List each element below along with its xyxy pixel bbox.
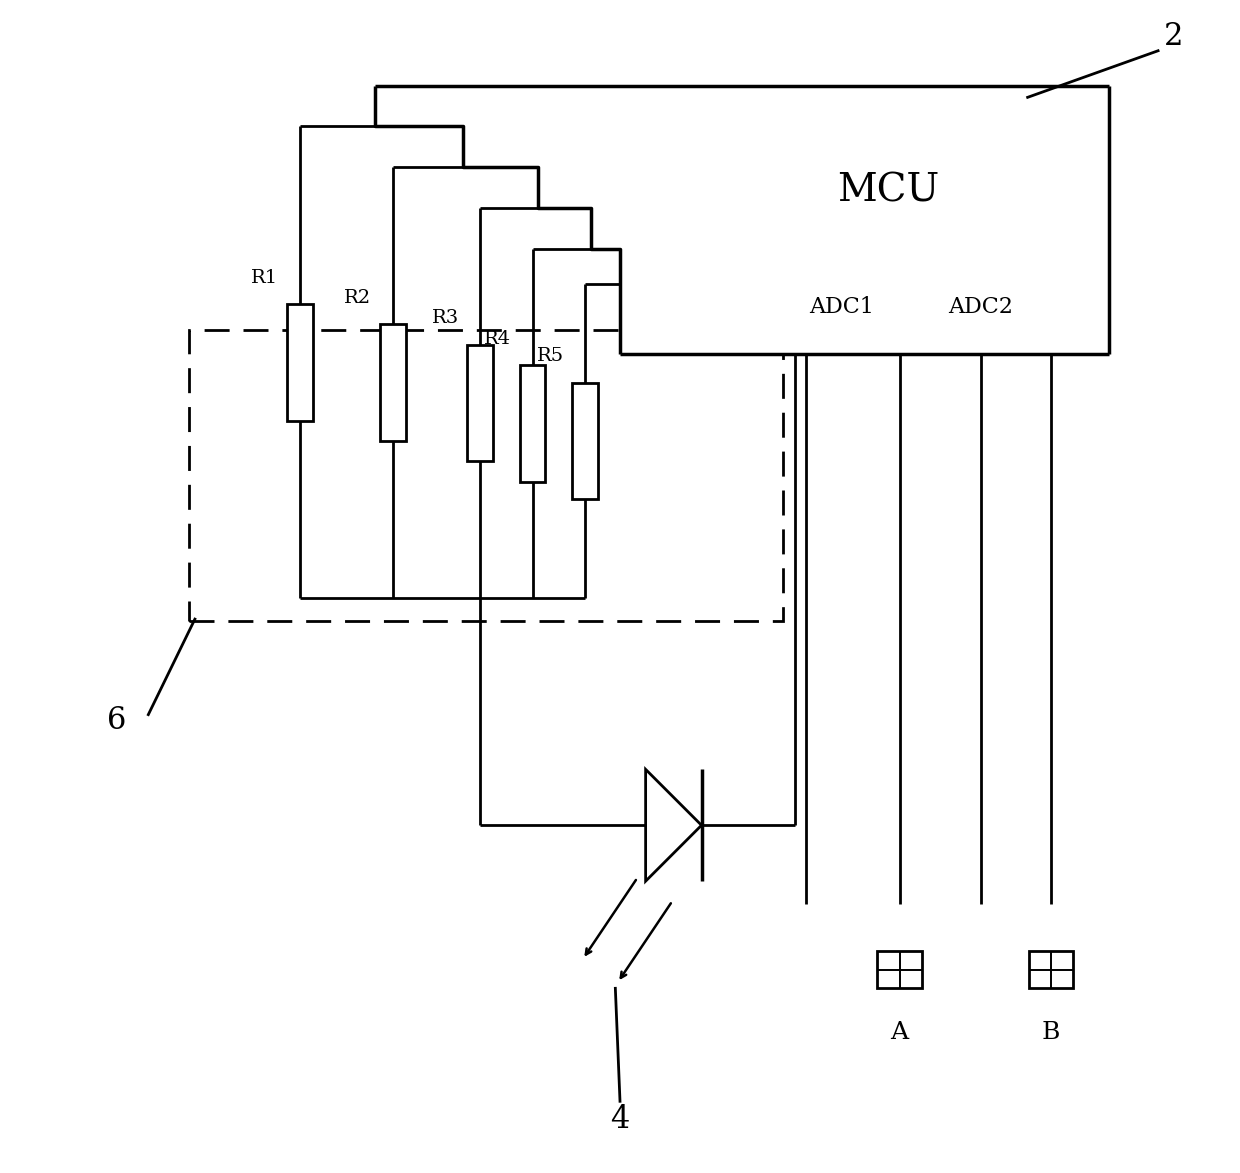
Bar [286,304,312,421]
Bar [878,951,921,989]
Text: R1: R1 [252,269,278,286]
Text: 4: 4 [610,1105,630,1135]
Text: R4: R4 [484,330,511,347]
Bar [572,382,598,500]
Polygon shape [376,86,1109,353]
Text: ADC2: ADC2 [949,296,1013,318]
Bar [467,345,494,461]
Text: R3: R3 [432,310,459,327]
Text: R5: R5 [537,347,564,365]
Bar [188,331,782,622]
Bar [520,365,546,482]
Text: ADC1: ADC1 [808,296,874,318]
Text: 6: 6 [107,705,126,735]
Text: 2: 2 [1163,21,1183,53]
Text: A: A [890,1021,909,1044]
Text: R2: R2 [345,289,372,307]
Polygon shape [646,769,702,881]
Text: B: B [1042,1021,1060,1044]
Bar [381,325,405,441]
Text: MCU: MCU [837,172,939,209]
Bar [1029,951,1073,989]
